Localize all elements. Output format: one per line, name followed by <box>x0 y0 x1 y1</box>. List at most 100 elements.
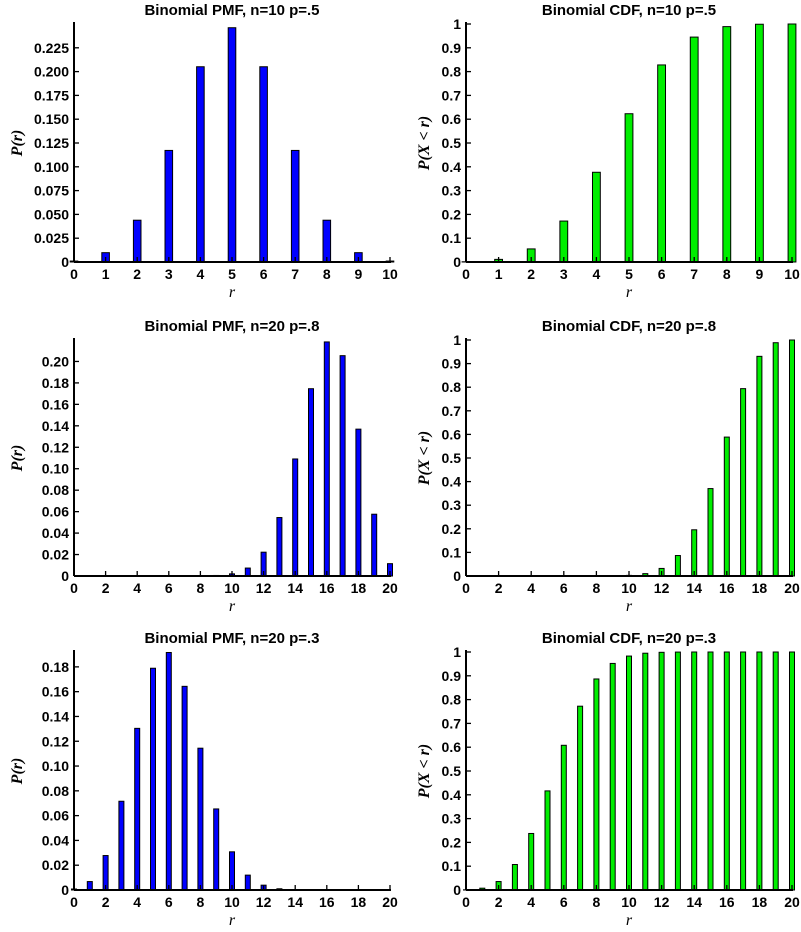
bar-r-20 <box>789 651 795 891</box>
x-tick-label: 20 <box>382 580 398 596</box>
x-tick-label: 14 <box>686 894 702 910</box>
y-tick-label: 0.1 <box>442 544 462 560</box>
y-tick-label: 0.4 <box>442 159 462 175</box>
x-tick-label: 16 <box>319 580 335 596</box>
y-tick-label: 0.20 <box>42 353 69 369</box>
x-tick-label: 4 <box>133 894 141 910</box>
bar-r-19 <box>772 651 779 891</box>
bar-r-16 <box>323 341 330 577</box>
x-tick-label: 8 <box>723 266 731 282</box>
bar-r-16 <box>723 651 730 891</box>
x-axis-label: r <box>626 912 633 929</box>
x-tick-label: 5 <box>625 266 633 282</box>
y-tick-label: 0.02 <box>42 857 69 873</box>
bar-r-8 <box>197 747 204 891</box>
x-tick-label: 1 <box>102 266 110 282</box>
y-tick-label: 0.16 <box>42 396 69 412</box>
y-tick-label: 0 <box>453 568 461 584</box>
bar-r-17 <box>339 355 346 577</box>
bar-r-18 <box>355 428 362 577</box>
x-tick-label: 6 <box>560 894 568 910</box>
y-tick-label: 0.200 <box>34 64 69 80</box>
bar-r-3 <box>511 864 518 891</box>
x-tick-label: 16 <box>719 894 735 910</box>
bar-r-19 <box>371 513 378 577</box>
x-tick-label: 0 <box>462 266 470 282</box>
x-tick-label: 4 <box>593 266 601 282</box>
x-tick-label: 5 <box>228 266 236 282</box>
y-tick-label: 0.9 <box>442 40 462 56</box>
bar-r-7 <box>689 36 699 263</box>
y-tick-label: 0.050 <box>34 206 69 222</box>
y-tick-label: 0.5 <box>442 450 462 466</box>
y-tick-label: 0.18 <box>42 375 69 391</box>
y-tick-label: 0.5 <box>442 763 462 779</box>
chart-panel-2: Binomial CDF, n=10 p=.5 0 1 2 3 4 5 6 7 8 9 10 0 0.1 0… <box>416 2 800 301</box>
x-tick-label: 8 <box>197 894 205 910</box>
x-tick-label: 4 <box>197 266 205 282</box>
bar-r-14 <box>691 529 698 577</box>
y-tick-label: 0 <box>61 254 69 270</box>
bar-r-9 <box>609 662 616 891</box>
y-tick-label: 0.4 <box>442 474 462 490</box>
chart-title: Binomial CDF, n=20 p=.3 <box>542 630 716 647</box>
y-tick-label: 1 <box>453 332 461 348</box>
bar-r-15 <box>308 388 314 577</box>
y-axis-label: P(r) <box>9 445 26 473</box>
bar-r-18 <box>756 651 763 891</box>
bar-r-6 <box>259 66 268 263</box>
y-tick-label: 0.075 <box>34 183 69 199</box>
bar-r-6 <box>560 744 567 891</box>
bar-r-17 <box>740 651 747 891</box>
x-tick-label: 14 <box>287 894 303 910</box>
x-tick-label: 0 <box>70 894 78 910</box>
chart-title: Binomial CDF, n=10 p=.5 <box>542 2 716 19</box>
x-tick-label: 6 <box>165 894 173 910</box>
x-tick-label: 4 <box>133 580 141 596</box>
bar-r-2 <box>102 855 109 891</box>
y-tick-label: 0.06 <box>42 808 69 824</box>
chart-panel-4: Binomial CDF, n=20 p=.80 2 4 6 8 10 12 14 16 18 20… <box>416 318 800 615</box>
x-tick-label: 10 <box>224 580 240 596</box>
x-tick-label: 2 <box>495 894 503 910</box>
bar-r-20 <box>789 339 795 577</box>
x-tick-label: 3 <box>165 266 173 282</box>
y-tick-label: 0.06 <box>42 504 69 520</box>
bar-r-16 <box>723 436 730 577</box>
x-axis-label: r <box>626 598 633 615</box>
y-tick-label: 0.14 <box>42 708 69 724</box>
bar-r-14 <box>691 651 698 891</box>
bar-r-3 <box>559 220 569 263</box>
x-tick-label: 2 <box>102 580 110 596</box>
bar-r-10 <box>787 23 797 263</box>
y-tick-label: 0.1 <box>442 858 462 874</box>
x-tick-label: 8 <box>197 580 205 596</box>
x-tick-label: 10 <box>382 266 398 282</box>
chart-panel-5: Binomial PMF, n=20 p=.3 0 2 4 6 8 10 12 14 16 18 20… <box>9 630 398 929</box>
bar-r-15 <box>707 651 714 891</box>
bar-r-8 <box>722 26 732 263</box>
x-tick-label: 8 <box>593 580 601 596</box>
x-tick-label: 2 <box>102 894 110 910</box>
y-axis-label: P(r) <box>9 758 26 786</box>
x-tick-label: 16 <box>719 580 735 596</box>
bar-r-5 <box>150 667 156 891</box>
bar-r-18 <box>756 355 763 577</box>
bar-r-5 <box>544 790 551 891</box>
x-tick-label: 8 <box>593 894 601 910</box>
x-tick-label: 8 <box>323 266 331 282</box>
y-tick-label: 0 <box>61 882 69 898</box>
bar-r-5 <box>624 113 634 263</box>
y-tick-label: 0.7 <box>442 715 462 731</box>
x-tick-label: 6 <box>658 266 666 282</box>
y-tick-label: 0.08 <box>42 482 69 498</box>
x-tick-label: 2 <box>527 266 535 282</box>
chart-title: Binomial PMF, n=10 p=.5 <box>144 2 319 19</box>
y-tick-label: 0.6 <box>442 426 462 442</box>
x-tick-label: 7 <box>690 266 698 282</box>
bar-r-8 <box>322 219 332 263</box>
y-tick-label: 0.02 <box>42 547 69 563</box>
y-tick-label: 0.7 <box>442 403 462 419</box>
y-tick-label: 0.8 <box>442 379 462 395</box>
y-tick-label: 1 <box>453 16 461 32</box>
